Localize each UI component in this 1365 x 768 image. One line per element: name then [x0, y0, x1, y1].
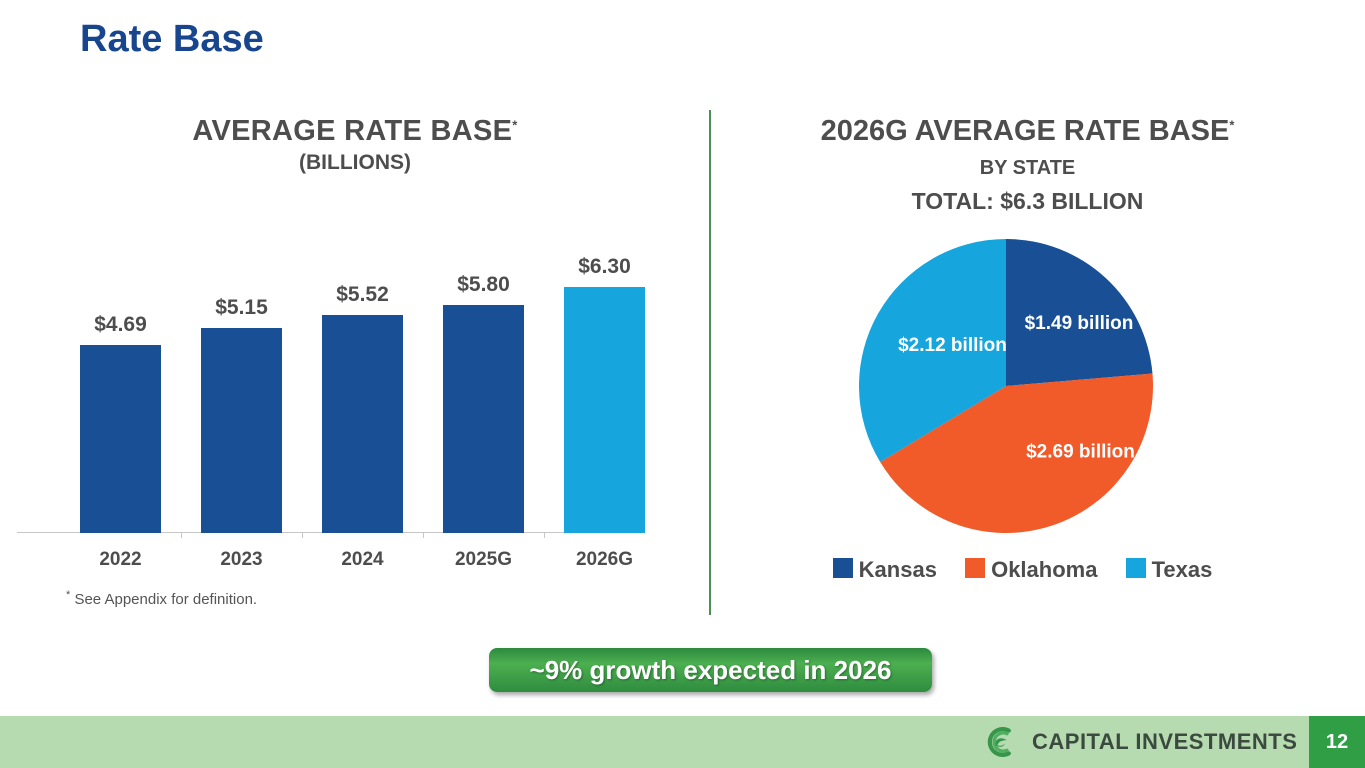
svg-text:$2.12 billion: $2.12 billion — [898, 335, 1007, 356]
svg-text:$2.69 billion: $2.69 billion — [1026, 442, 1135, 463]
svg-text:$1.49 billion: $1.49 billion — [1025, 313, 1134, 334]
